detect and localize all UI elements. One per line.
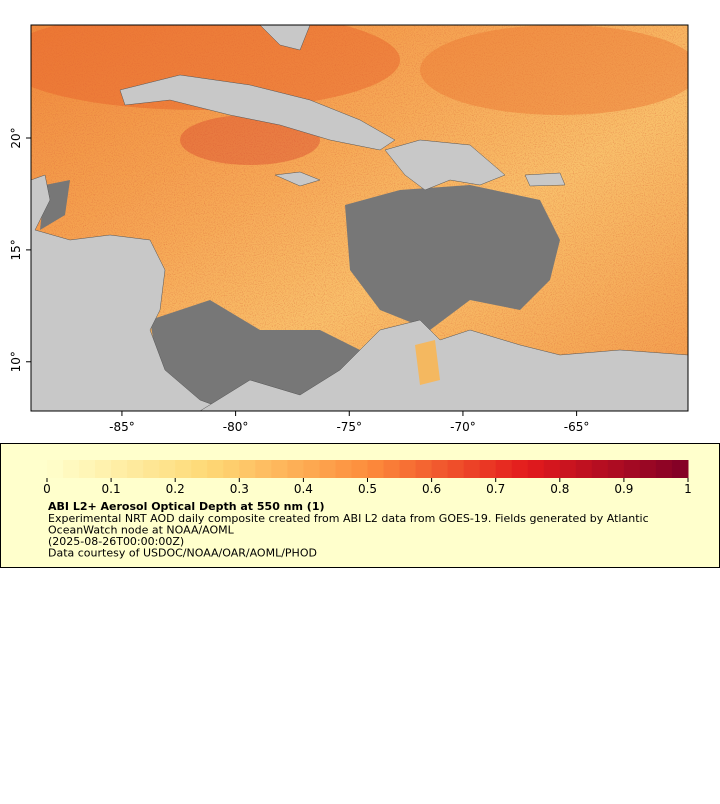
colorbar-step: [655, 460, 673, 478]
aod-high: [420, 25, 688, 115]
colorbar-step: [591, 460, 609, 478]
colorbar-step: [431, 460, 449, 478]
legend-title: ABI L2+ Aerosol Optical Depth at 550 nm …: [48, 500, 325, 513]
aod-high: [31, 25, 400, 110]
colorbar-step: [575, 460, 593, 478]
colorbar-tick-label: 0.4: [294, 482, 313, 496]
colorbar-step: [479, 460, 497, 478]
colorbar-step: [287, 460, 304, 478]
colorbar-step: [559, 460, 577, 478]
x-tick-label: -65°: [564, 420, 590, 434]
colorbar-step: [463, 460, 481, 478]
x-tick-label: -85°: [109, 420, 135, 434]
no-data: [345, 185, 560, 330]
colorbar-step: [159, 460, 176, 478]
colorbar-step: [79, 460, 96, 478]
colorbar-step: [399, 460, 417, 478]
colorbar-tick-label: 0.3: [230, 482, 249, 496]
colorbar-step: [319, 460, 336, 478]
colorbar-step: [143, 460, 160, 478]
colorbar-step: [207, 460, 224, 478]
land-jamaica: [274, 171, 321, 187]
colorbar-step: [607, 460, 625, 478]
colorbar-tick-label: 0.6: [422, 482, 441, 496]
legend-description: (2025-08-26T00:00:00Z): [48, 535, 184, 548]
colorbar-tick-label: 0: [43, 482, 51, 496]
colorbar-tick-label: 0.9: [614, 482, 633, 496]
colorbar-step: [95, 460, 112, 478]
colorbar-step: [63, 460, 80, 478]
colorbar: 0 0.1 0.2 0.3 0.4 0.5 0.6 0.7 0.8 0.9 1: [43, 460, 692, 496]
colorbar-step: [447, 460, 465, 478]
colorbar-step: [671, 460, 689, 478]
colorbar-tick-label: 0.8: [550, 482, 569, 496]
colorbar-step: [111, 460, 128, 478]
colorbar-step: [239, 460, 256, 478]
map-frame: [30, 24, 689, 412]
colorbar-step: [623, 460, 641, 478]
colorbar-step: [175, 460, 192, 478]
x-tick-label: -80°: [223, 420, 249, 434]
land-south-america: [199, 319, 688, 411]
colorbar-step: [527, 460, 545, 478]
legend-description: OceanWatch node at NOAA/AOML: [48, 524, 235, 537]
colorbar-tick-label: 0.7: [486, 482, 505, 496]
colorbar-step: [303, 460, 320, 478]
colorbar-step: [255, 460, 272, 478]
colorbar-step: [543, 460, 561, 478]
x-tick-label: -70°: [450, 420, 476, 434]
lake-maracaibo: [415, 340, 440, 385]
colorbar-step: [383, 460, 401, 478]
colorbar-step: [415, 460, 433, 478]
land-puerto-rico: [524, 172, 566, 187]
colorbar-step: [639, 460, 657, 478]
colorbar-tick-label: 1: [684, 482, 692, 496]
colorbar-tick-label: 0.5: [358, 482, 377, 496]
land-hispaniola: [384, 139, 506, 191]
legend-description: Experimental NRT AOD daily composite cre…: [48, 512, 649, 525]
y-tick-label: 10°: [9, 351, 23, 372]
colorbar-step: [335, 460, 352, 478]
y-tick-label: 15°: [9, 239, 23, 260]
x-tick-label: -75°: [336, 420, 362, 434]
colorbar-step: [127, 460, 144, 478]
colorbar-tick-label: 0.2: [166, 482, 185, 496]
colorbar-tick-label: 0.1: [102, 482, 121, 496]
land-cuba: [119, 74, 396, 151]
no-data: [150, 300, 360, 411]
colorbar-step: [367, 460, 385, 478]
colorbar-step: [271, 460, 288, 478]
colorbar-step: [351, 460, 368, 478]
colorbar-step: [223, 460, 240, 478]
aod-high: [180, 115, 320, 165]
colorbar-step: [47, 460, 64, 478]
y-tick-label: 20°: [9, 127, 23, 148]
colorbar-step: [495, 460, 513, 478]
map-area: [31, 25, 688, 411]
legend-description: Data courtesy of USDOC/NOAA/OAR/AOML/PHO…: [48, 547, 317, 560]
land-florida: [259, 25, 311, 51]
colorbar-step: [191, 460, 208, 478]
colorbar-step: [511, 460, 529, 478]
